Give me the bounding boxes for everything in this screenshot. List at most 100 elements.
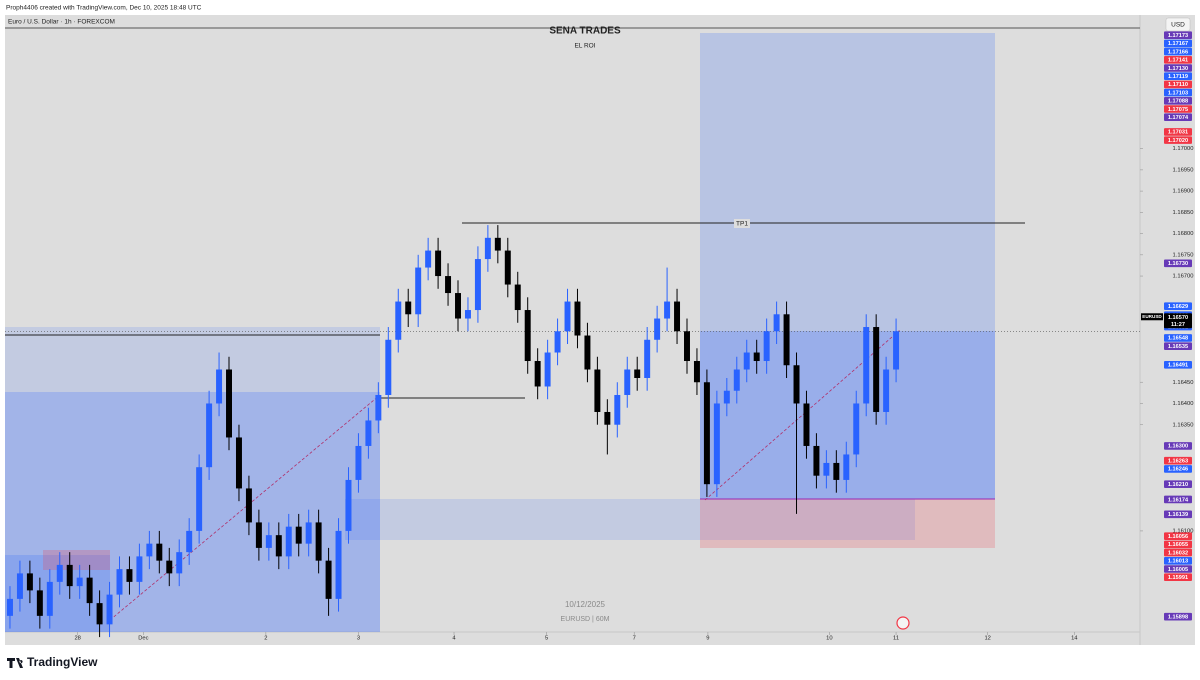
candle-body [216, 369, 223, 404]
currency: USD [1171, 22, 1185, 29]
candle-body [56, 564, 63, 582]
last-price-tag [1164, 313, 1192, 329]
candle-body [106, 594, 113, 625]
candle-body [693, 361, 700, 383]
candle-body [415, 267, 422, 315]
x-tick-label: 10 [826, 636, 832, 642]
candle-body [783, 314, 790, 366]
candle-body [86, 577, 93, 604]
candle-body [763, 331, 770, 362]
candle-body [644, 339, 651, 378]
candle-body [594, 369, 601, 412]
price-tag [1164, 495, 1192, 504]
zone [5, 392, 380, 632]
candle-body [484, 237, 491, 260]
price-tag [1164, 465, 1192, 473]
candle-body [723, 390, 730, 404]
price-tag-label: 1.16535 [1168, 344, 1188, 350]
zone [345, 499, 915, 540]
candle-body [564, 301, 571, 332]
x-tick-label: 3 [357, 636, 360, 642]
price-tag-label: 1.17074 [1168, 115, 1189, 121]
candle-body [534, 361, 541, 387]
candle-body [176, 552, 183, 574]
candle-body [385, 339, 392, 395]
price-tag-label: 1.17173 [1168, 33, 1188, 39]
price-tag-label: 1.17119 [1168, 74, 1188, 80]
candle-body [445, 276, 452, 294]
brand: TradingView [7, 655, 98, 669]
price-tag [1164, 113, 1192, 121]
y-tick-label: 1.16350 [1173, 422, 1194, 428]
price-tag [1164, 64, 1192, 72]
candle-body [36, 590, 43, 616]
price-tag [1164, 548, 1192, 557]
price-tag [1164, 442, 1192, 450]
candle-body [773, 314, 780, 332]
y-tick-label: 1.16750 [1173, 252, 1194, 258]
price-tag-label: 1.16300 [1168, 444, 1188, 450]
candle-body [654, 318, 661, 340]
price-tag [1164, 55, 1192, 64]
candle-body [554, 331, 561, 353]
chart-subtitle: EL ROI [574, 43, 595, 50]
price-tag-label: 1.15991 [1168, 575, 1188, 581]
price-tag [1164, 128, 1192, 136]
candle-body [514, 284, 521, 311]
candle-body [843, 454, 850, 480]
candle-body [504, 250, 511, 285]
x-tick-label: 11 [893, 636, 899, 642]
candle-body [395, 301, 402, 340]
price-tag-label: 1.16263 [1168, 458, 1188, 464]
price-tag-label: 1.17141 [1168, 58, 1188, 64]
price-tag [1164, 39, 1192, 48]
price-tag [1164, 612, 1192, 621]
candle-body [883, 369, 890, 412]
price-tag [1164, 88, 1192, 97]
candle-body [365, 420, 372, 446]
stop-zone [700, 499, 995, 548]
brand-logo [7, 658, 23, 668]
symbol-title: Euro / U.S. Dollar · 1h · FOREXCOM [8, 19, 115, 26]
candle-body [285, 526, 292, 557]
tp-label: TP1 [736, 221, 748, 228]
candle-body [345, 479, 352, 531]
price-tag [1164, 259, 1192, 268]
candle-body [863, 327, 870, 404]
x-tick-label: 28 [74, 636, 80, 642]
y-tick-label: 1.16450 [1173, 380, 1194, 386]
tp-label-bg [734, 219, 750, 228]
last-price-label: 1.16570 [1168, 315, 1188, 321]
countdown-label: 11:27 [1171, 322, 1185, 328]
candle-body [315, 522, 322, 561]
x-tick-label: Dec [138, 636, 148, 642]
price-tag-label: 1.15898 [1168, 614, 1188, 620]
candle-body [116, 569, 123, 595]
candle-body [425, 250, 432, 268]
price-tag-label: 1.17088 [1168, 99, 1188, 105]
price-tag [1164, 510, 1192, 519]
candle-body [743, 352, 750, 370]
candle-body [524, 310, 531, 362]
event-icon[interactable] [896, 616, 910, 630]
price-tag [1164, 342, 1192, 350]
price-tag [1164, 80, 1192, 89]
candle-body [833, 462, 840, 480]
header-credit: Proph4406 created with TradingView.com, … [6, 5, 202, 12]
target-zone [700, 33, 995, 331]
candle-body [853, 403, 860, 455]
candle-body [76, 577, 83, 587]
candle-body [793, 365, 800, 404]
currency-box[interactable] [1165, 17, 1191, 32]
y-tick-label: 1.16400 [1173, 401, 1194, 407]
candle-body [335, 530, 342, 599]
candle-body [405, 301, 412, 315]
zone [43, 550, 110, 570]
candle-body [474, 259, 481, 311]
candle-body [873, 327, 880, 412]
price-tag-label: 1.16548 [1168, 336, 1188, 342]
x-tick-label: 12 [984, 636, 990, 642]
x-tick-label: 4 [452, 636, 456, 642]
x-tick-label: 7 [633, 636, 636, 642]
candle-body [255, 522, 262, 548]
